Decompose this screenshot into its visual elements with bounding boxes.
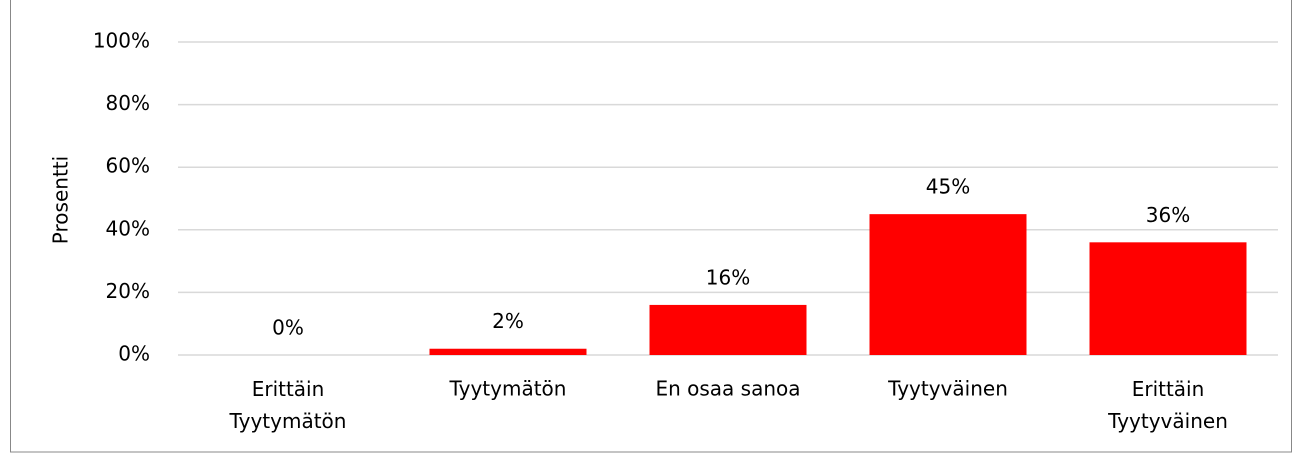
data-label: 2% <box>492 309 524 333</box>
y-tick-label: 60% <box>106 154 150 178</box>
x-tick-label: Tyytymätön <box>449 377 567 401</box>
y-tick-label: 100% <box>93 29 150 53</box>
chart-frame <box>10 0 1292 453</box>
x-tick-label: En osaa sanoa <box>655 377 800 401</box>
y-axis-label: Prosentti <box>49 156 73 244</box>
y-tick-label: 80% <box>106 91 150 115</box>
bar <box>869 214 1027 355</box>
x-tick-label: Erittäin Tyytymätön <box>229 377 347 433</box>
x-tick-label: Tyytyväinen <box>887 377 1008 401</box>
data-label: 16% <box>706 265 750 289</box>
x-tick-label: Erittäin Tyytyväinen <box>1107 377 1228 433</box>
data-label: 0% <box>272 316 304 340</box>
bar <box>429 348 587 355</box>
data-label: 45% <box>926 175 970 199</box>
y-tick-label: 20% <box>106 279 150 303</box>
bar <box>649 304 807 355</box>
y-tick-label: 40% <box>106 216 150 240</box>
data-label: 36% <box>1146 203 1190 227</box>
bar <box>1089 242 1247 355</box>
y-tick-label: 0% <box>118 342 150 366</box>
